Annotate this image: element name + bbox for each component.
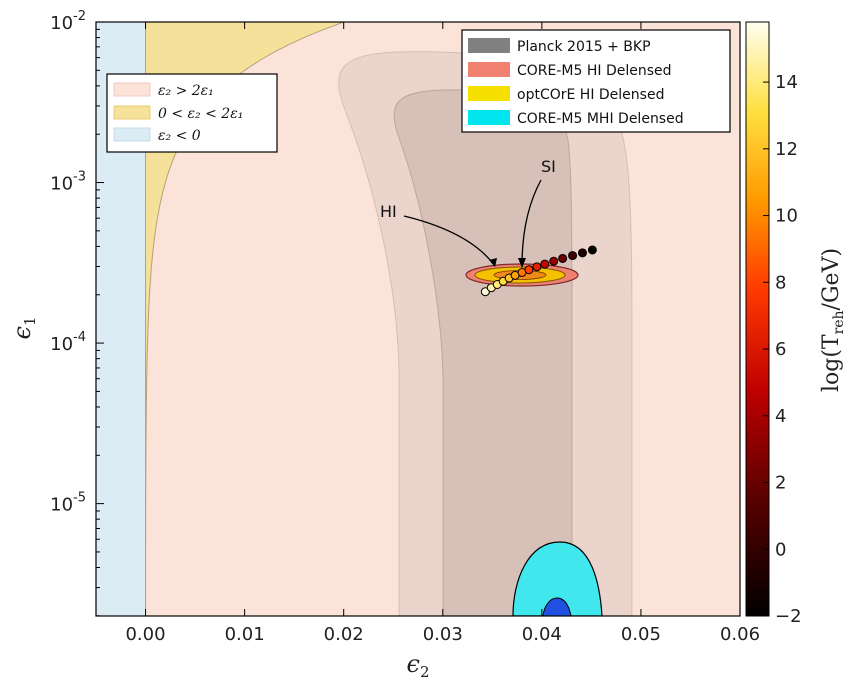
legend-label-region-1: 0 < ε₂ < 2ε₁ — [158, 106, 243, 122]
colorbar-label: log(Treh/GeV) — [819, 248, 847, 392]
legend-swatch-region-2 — [113, 127, 151, 142]
x-tick-label-6: 0.06 — [720, 624, 760, 645]
cbar-tick-label-0: −2 — [775, 606, 802, 627]
y-axis-label: ϵ1 — [8, 317, 39, 340]
point-9 — [540, 259, 550, 269]
x-tick-label-3: 0.03 — [423, 624, 463, 645]
y-tick-label-3: 10-5 — [50, 491, 86, 516]
point-12 — [568, 251, 578, 261]
colorbar-ticks: −2 0 2 4 6 8 10 12 14 — [763, 72, 802, 627]
cbar-tick-label-6: 10 — [775, 206, 798, 227]
point-10 — [549, 256, 559, 266]
legend-swatch-region-0 — [113, 82, 151, 97]
point-11 — [558, 253, 568, 263]
legend-label-region-0: ε₂ > 2ε₁ — [158, 83, 214, 99]
colorbar-gradient — [745, 21, 770, 617]
legend-swatch-core-mhi — [468, 110, 510, 125]
x-tick-label-4: 0.04 — [522, 624, 562, 645]
legend-swatch-core-hi — [468, 62, 510, 77]
cbar-tick-label-2: 2 — [775, 473, 786, 494]
legend-contours: Planck 2015 + BKP CORE-M5 HI Delensed op… — [461, 29, 731, 133]
cbar-tick-label-1: 0 — [775, 539, 786, 560]
y-tick-label-0: 10-2 — [50, 9, 86, 34]
core-mhi-contours — [512, 541, 603, 616]
annotation-si-arrow — [521, 179, 542, 267]
annotation-hi: HI — [380, 202, 397, 221]
x-tick-label-2: 0.02 — [324, 624, 364, 645]
legend-label-region-2: ε₂ < 0 — [158, 128, 201, 144]
cbar-tick-label-8: 14 — [775, 72, 798, 93]
annotation-si-arrowhead — [518, 258, 526, 268]
point-14 — [587, 245, 597, 255]
legend-label-planck: Planck 2015 + BKP — [517, 39, 651, 55]
x-axis: 0.00 0.01 0.02 0.03 0.04 0.05 0.06 — [125, 22, 760, 645]
planck-contour-inner — [393, 89, 573, 616]
y-tick-label-2: 10-4 — [50, 330, 86, 355]
legend-swatch-region-1 — [113, 105, 151, 120]
planck-contour-outer — [338, 51, 633, 616]
x-axis-label: ϵ2 — [407, 650, 430, 681]
core-mhi-outer — [512, 541, 603, 616]
x-tick-label-5: 0.05 — [621, 624, 661, 645]
points-layer — [480, 245, 597, 297]
legend-regions: ε₂ > 2ε₁ 0 < ε₂ < 2ε₁ ε₂ < 0 — [106, 73, 278, 153]
cbar-tick-label-3: 4 — [775, 406, 786, 427]
legend-label-optcore: optCOrE HI Delensed — [517, 87, 664, 103]
cbar-tick-label-5: 8 — [775, 272, 786, 293]
legend-swatch-planck — [468, 38, 510, 53]
core-mhi-inner — [542, 597, 572, 616]
y-tick-label-1: 10-3 — [50, 170, 86, 195]
colorbar: −2 0 2 4 6 8 10 12 14 log(Treh/GeV) — [745, 21, 847, 627]
point-13 — [577, 248, 587, 258]
x-tick-label-1: 0.01 — [225, 624, 265, 645]
x-tick-label-0: 0.00 — [125, 624, 165, 645]
y-axis: 10-2 10-3 10-4 10-5 — [50, 9, 104, 617]
cbar-tick-label-7: 12 — [775, 139, 798, 160]
cbar-tick-label-4: 6 — [775, 339, 786, 360]
annotation-hi-arrowhead — [489, 258, 497, 267]
point-7 — [524, 265, 534, 275]
annotation-hi-arrow — [403, 215, 496, 267]
point-8 — [532, 262, 542, 272]
legend-label-core-mhi: CORE-M5 MHI Delensed — [517, 111, 684, 127]
annotation-si: SI — [541, 157, 556, 176]
legend-swatch-optcore — [468, 86, 510, 101]
plot-frame — [95, 21, 741, 617]
annotations: HI SI — [380, 157, 556, 268]
legend-label-core-hi: CORE-M5 HI Delensed — [517, 63, 672, 79]
